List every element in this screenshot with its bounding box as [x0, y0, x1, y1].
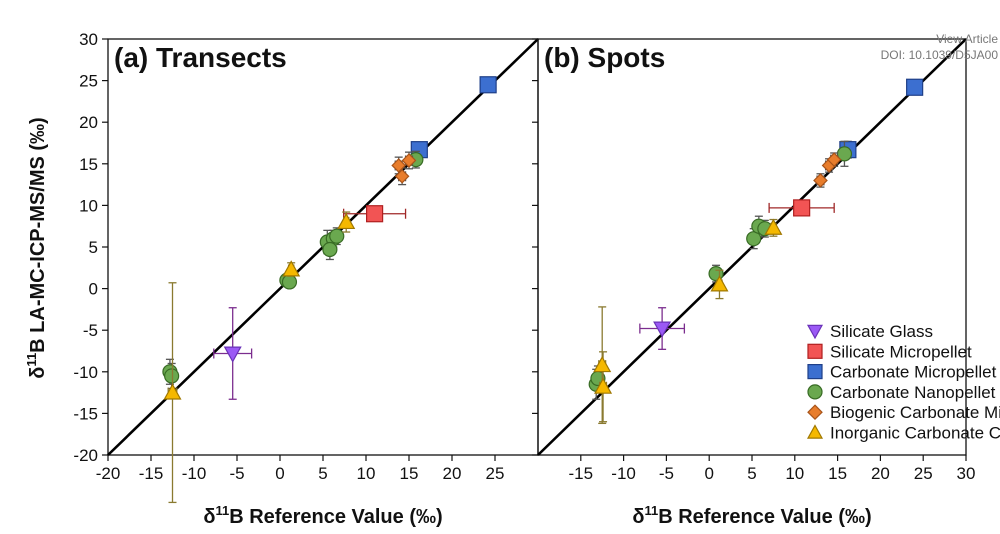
x-tick-label: 5	[747, 464, 756, 483]
data-point	[826, 152, 842, 167]
series-silicate-micropellet	[768, 199, 835, 217]
x-tick-label: -15	[569, 464, 594, 483]
legend-label: Silicate Micropellet	[830, 342, 972, 361]
x-tick-label: 15	[828, 464, 847, 483]
watermark: View Article DOI: 10.1039/D5JA00	[881, 32, 999, 62]
data-point	[337, 212, 356, 230]
x-tick-label: -15	[139, 464, 164, 483]
y-tick-label: 25	[79, 72, 98, 91]
data-point	[281, 274, 298, 290]
legend-item: Carbonate Nanopellet	[807, 383, 996, 402]
data-point	[813, 173, 828, 188]
x-tick-label: 10	[357, 464, 376, 483]
panel-title: (a) Transects	[114, 42, 287, 73]
data-point	[366, 205, 384, 223]
data-point	[764, 218, 783, 235]
x-tick-label: 30	[957, 464, 976, 483]
legend-label: Carbonate Micropellet	[830, 363, 997, 382]
y-axis-label: δ11B LA-MC-ICP-MS/MS (‰)	[24, 117, 49, 378]
x-tick-label: 0	[275, 464, 284, 483]
data-point	[401, 153, 417, 168]
y-tick-label: 5	[89, 238, 98, 257]
data-point	[163, 383, 182, 400]
legend-marker	[807, 364, 823, 380]
y-tick-label: -10	[73, 363, 98, 382]
data-point	[329, 228, 345, 244]
x-tick-label: 25	[486, 464, 505, 483]
data-point	[653, 321, 672, 338]
data-point	[593, 355, 612, 373]
x-axis-label: δ11B Reference Value (‰)	[203, 503, 442, 528]
x-tick-label: 10	[785, 464, 804, 483]
legend-label: Carbonate Nanopellet	[830, 383, 996, 402]
legend-item: Inorganic Carbonate Crystal	[806, 424, 1000, 443]
x-tick-label: 20	[443, 464, 462, 483]
legend-marker	[807, 343, 823, 359]
x-tick-label: 25	[914, 464, 933, 483]
y-tick-label: 0	[89, 280, 98, 299]
legend-marker	[806, 424, 824, 439]
panel-spots: -15 -10 -5 0 5 10 15 20 25 30 (b) Spots δ11B Refere…	[532, 38, 976, 528]
data-point	[391, 158, 407, 173]
data-point	[594, 377, 613, 394]
x-tick-label: -10	[611, 464, 636, 483]
series-carbonate-micropellet	[410, 76, 497, 159]
legend-item: Silicate Micropellet	[807, 342, 972, 361]
data-point	[710, 275, 729, 292]
data-point	[223, 346, 242, 363]
series-silicate-glass	[639, 307, 686, 350]
y-tick-label: -20	[73, 446, 98, 465]
series-inorganic-carbonate-crystal	[593, 218, 783, 425]
data-point	[836, 146, 853, 162]
legend-label: Biogenic Carbonate Mineral	[830, 403, 1000, 422]
legend-label: Inorganic Carbonate Crystal	[830, 424, 1000, 443]
series-silicate-glass	[213, 307, 253, 400]
watermark-line1: View Article	[936, 32, 998, 46]
legend-item: Biogenic Carbonate Mineral	[807, 403, 1000, 422]
legend-item: Silicate Glass	[806, 322, 933, 341]
x-tick-label: 15	[400, 464, 419, 483]
legend-marker	[807, 384, 823, 400]
data-point	[479, 76, 497, 94]
watermark-doi: DOI: 10.1039/D5JA00	[881, 48, 999, 62]
legend-label: Silicate Glass	[830, 322, 933, 341]
series-silicate-micropellet	[342, 205, 407, 223]
series-biogenic-carbonate-mineral	[391, 151, 417, 186]
x-tick-label: -5	[229, 464, 244, 483]
x-tick-label: 0	[704, 464, 713, 483]
x-tick-label: -5	[659, 464, 674, 483]
data-point	[282, 260, 301, 277]
y-tick-label: 20	[79, 113, 98, 132]
y-tick-label: 10	[79, 196, 98, 215]
x-tick-label: 5	[318, 464, 327, 483]
data-point	[793, 199, 811, 217]
legend-marker	[807, 404, 823, 421]
panel-transects: -20 -15 -10 -5 0 5 10 15 20 25 -20 -15 -10 -5 0 5 10 15 20…	[73, 30, 539, 528]
data-point	[322, 241, 338, 258]
legend-marker	[806, 324, 824, 340]
y-axis-label-text: δ11B LA-MC-ICP-MS/MS (‰)	[24, 117, 49, 378]
legend-item: Carbonate Micropellet	[807, 363, 997, 382]
data-point	[906, 78, 924, 96]
y-tick-label: 30	[79, 30, 98, 49]
data-point	[394, 168, 410, 184]
data-point	[164, 368, 180, 384]
one-to-one-line	[537, 38, 967, 456]
y-tick-label: -15	[73, 404, 98, 423]
x-tick-label: -20	[96, 464, 121, 483]
x-tick-label: -10	[182, 464, 207, 483]
series-carbonate-micropellet	[839, 78, 924, 159]
x-axis-label: δ11B Reference Value (‰)	[632, 503, 871, 528]
x-tick-label: 20	[871, 464, 890, 483]
y-tick-label: 15	[79, 155, 98, 174]
panel-title: (b) Spots	[544, 42, 665, 73]
y-tick-label: -5	[83, 321, 98, 340]
series-inorganic-carbonate-crystal	[163, 211, 356, 504]
series-biogenic-carbonate-mineral	[813, 152, 842, 188]
